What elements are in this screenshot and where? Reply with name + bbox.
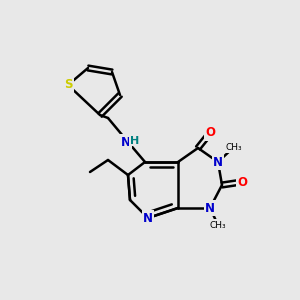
Text: O: O <box>237 176 247 188</box>
Text: N: N <box>143 212 153 224</box>
Text: N: N <box>121 136 130 148</box>
Text: O: O <box>205 127 215 140</box>
Text: N: N <box>205 202 215 214</box>
Text: CH₃: CH₃ <box>226 142 242 152</box>
Text: S: S <box>64 79 72 92</box>
Text: CH₃: CH₃ <box>210 220 226 230</box>
Text: N: N <box>213 155 223 169</box>
Text: H: H <box>130 136 139 146</box>
